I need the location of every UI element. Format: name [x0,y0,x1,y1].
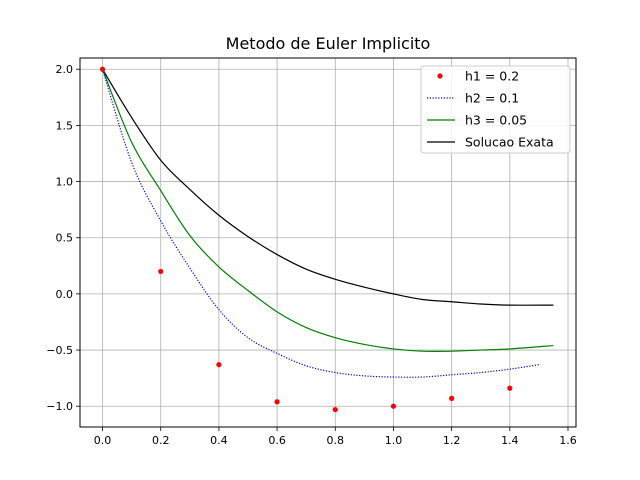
x-tick-label: 1.0 [385,434,403,447]
legend: h1 = 0.2 h2 = 0.1 h3 = 0.05 Solucao Exata [420,65,571,154]
y-tick-label: 0.0 [56,288,74,301]
data-point-h1-0-2 [449,395,455,401]
legend-label-solucao-exata: Solucao Exata [465,135,554,150]
data-point-h1-0-2 [99,66,106,72]
x-tick-label: 1.4 [501,434,519,447]
legend-marker-h1-0-2 [437,73,443,79]
legend-label-h2-0-1: h2 = 0.1 [465,91,519,106]
x-tick-label: 1.6 [559,434,577,447]
axis-ticks: 0.0 0.2 0.4 0.6 0.8 1.0 1.2 1.4 1.6 −1.0 −0.5 0.0 0.… [46,63,576,447]
y-tick-label: 2.0 [56,63,74,76]
chart-title: Metodo de Euler Implicito [226,34,431,53]
y-tick-label: −1.0 [46,400,73,413]
data-point-h1-0-2 [390,403,397,409]
y-tick-label: 0.5 [56,232,74,245]
x-tick-label: 0.0 [94,434,112,447]
x-tick-label: 1.2 [443,434,461,447]
plot-frame [79,57,577,428]
y-tick-label: 1.5 [56,119,74,132]
data-point-h1-0-2 [158,268,164,275]
legend-label-h3-0-05: h3 = 0.05 [465,113,527,128]
data-point-h1-0-2 [332,406,338,413]
data-point-h1-0-2 [216,362,222,368]
data-point-h1-0-2 [507,385,513,391]
series-line-h2-0-1 [101,69,540,378]
legend-label-h1-0-2: h1 = 0.2 [465,69,519,84]
series-line-h3-0-05 [101,69,554,352]
x-tick-label: 0.4 [210,434,228,447]
legend-box [420,65,571,154]
x-tick-label: 0.2 [152,434,170,447]
data-point-h1-0-2 [274,399,280,405]
x-tick-label: 0.6 [268,434,286,447]
series-line-solucao-exata [102,68,554,306]
y-tick-label: −0.5 [46,344,73,357]
x-tick-label: 0.8 [327,434,345,447]
plot-series [99,66,554,413]
y-tick-label: 1.0 [56,176,74,189]
